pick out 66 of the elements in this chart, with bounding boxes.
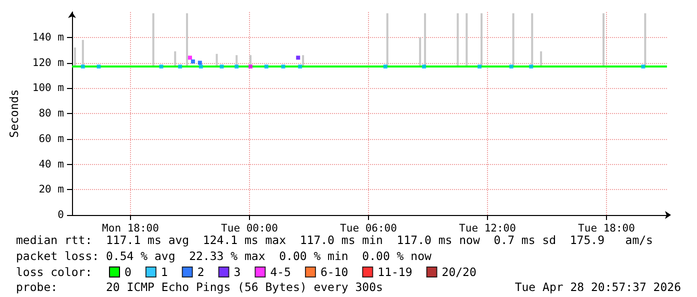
point bbox=[298, 64, 302, 69]
legend-label: 1 bbox=[160, 265, 168, 279]
legend-label: 0 bbox=[124, 265, 132, 279]
point bbox=[159, 64, 164, 69]
legend-label: 6-10 bbox=[320, 265, 348, 279]
point bbox=[281, 64, 286, 69]
bar bbox=[480, 13, 483, 67]
point bbox=[264, 64, 268, 69]
bar bbox=[302, 55, 304, 67]
point bbox=[198, 60, 202, 65]
text: Tue Apr 28 20:57:37 2026 bbox=[514, 280, 682, 294]
point bbox=[234, 64, 239, 69]
legend-label: 20/20 bbox=[442, 265, 476, 279]
bar bbox=[466, 13, 468, 67]
x-tick-label: Tue 06:00 bbox=[340, 222, 397, 234]
point bbox=[220, 64, 224, 69]
bar bbox=[644, 13, 646, 67]
y-tick-label: 20 m bbox=[38, 184, 64, 196]
y-tick-label: 60 m bbox=[38, 132, 64, 145]
y-tick-label: 140 m bbox=[32, 31, 64, 44]
point bbox=[80, 64, 85, 69]
bar bbox=[531, 13, 534, 67]
point bbox=[188, 56, 192, 60]
text: median rtt: 117.1 ms avg 124.1 ms max 117.0 ms min 117.0 ms now 0.7 ms sd 175.9 am/s bbox=[16, 233, 653, 247]
point bbox=[478, 64, 482, 69]
point bbox=[296, 56, 300, 60]
bar bbox=[174, 51, 176, 67]
x-tick-label: Mon 18:00 bbox=[102, 222, 159, 234]
bar bbox=[386, 13, 388, 67]
y-tick-label: 80 m bbox=[38, 108, 64, 120]
bar bbox=[424, 13, 426, 67]
y-tick-label: 0 bbox=[58, 209, 64, 221]
bar bbox=[456, 13, 459, 67]
point bbox=[96, 64, 101, 69]
point bbox=[641, 64, 646, 69]
text: packet loss: 0.54 % avg 22.33 % max 0.00 % min 0.00 % now bbox=[16, 249, 432, 263]
x-tick-label: Tue 00:00 bbox=[221, 222, 278, 234]
bar bbox=[186, 13, 188, 67]
bar bbox=[82, 40, 84, 67]
y-tick-label: 40 m bbox=[38, 158, 64, 170]
y-tick-label: 120 m bbox=[32, 56, 64, 69]
legend-label: 2 bbox=[197, 265, 204, 279]
point bbox=[529, 64, 534, 69]
text: probe: 20 ICMP Echo Pings (56 Bytes) every 300s bbox=[16, 280, 383, 294]
legend-label: 4-5 bbox=[270, 265, 291, 279]
x-tick-label: Tue 18:00 bbox=[578, 222, 635, 234]
point bbox=[509, 64, 514, 69]
legend-title: loss color: bbox=[16, 265, 92, 279]
bar bbox=[419, 37, 422, 67]
x-tick-label: Tue 12:00 bbox=[459, 222, 516, 234]
legend-label: 11-19 bbox=[378, 265, 412, 279]
y-axis-title: Seconds bbox=[7, 89, 21, 138]
point bbox=[248, 64, 252, 69]
legend-label: 3 bbox=[234, 265, 241, 279]
bar bbox=[216, 54, 218, 67]
bar bbox=[602, 13, 605, 67]
y-tick-label: 100 m bbox=[32, 82, 64, 94]
bar bbox=[152, 13, 154, 67]
point bbox=[422, 64, 426, 69]
point bbox=[178, 64, 182, 69]
bar bbox=[74, 48, 76, 67]
point bbox=[383, 64, 388, 69]
bar bbox=[540, 51, 542, 67]
point bbox=[198, 64, 203, 69]
point bbox=[190, 59, 195, 64]
bar bbox=[512, 13, 514, 67]
